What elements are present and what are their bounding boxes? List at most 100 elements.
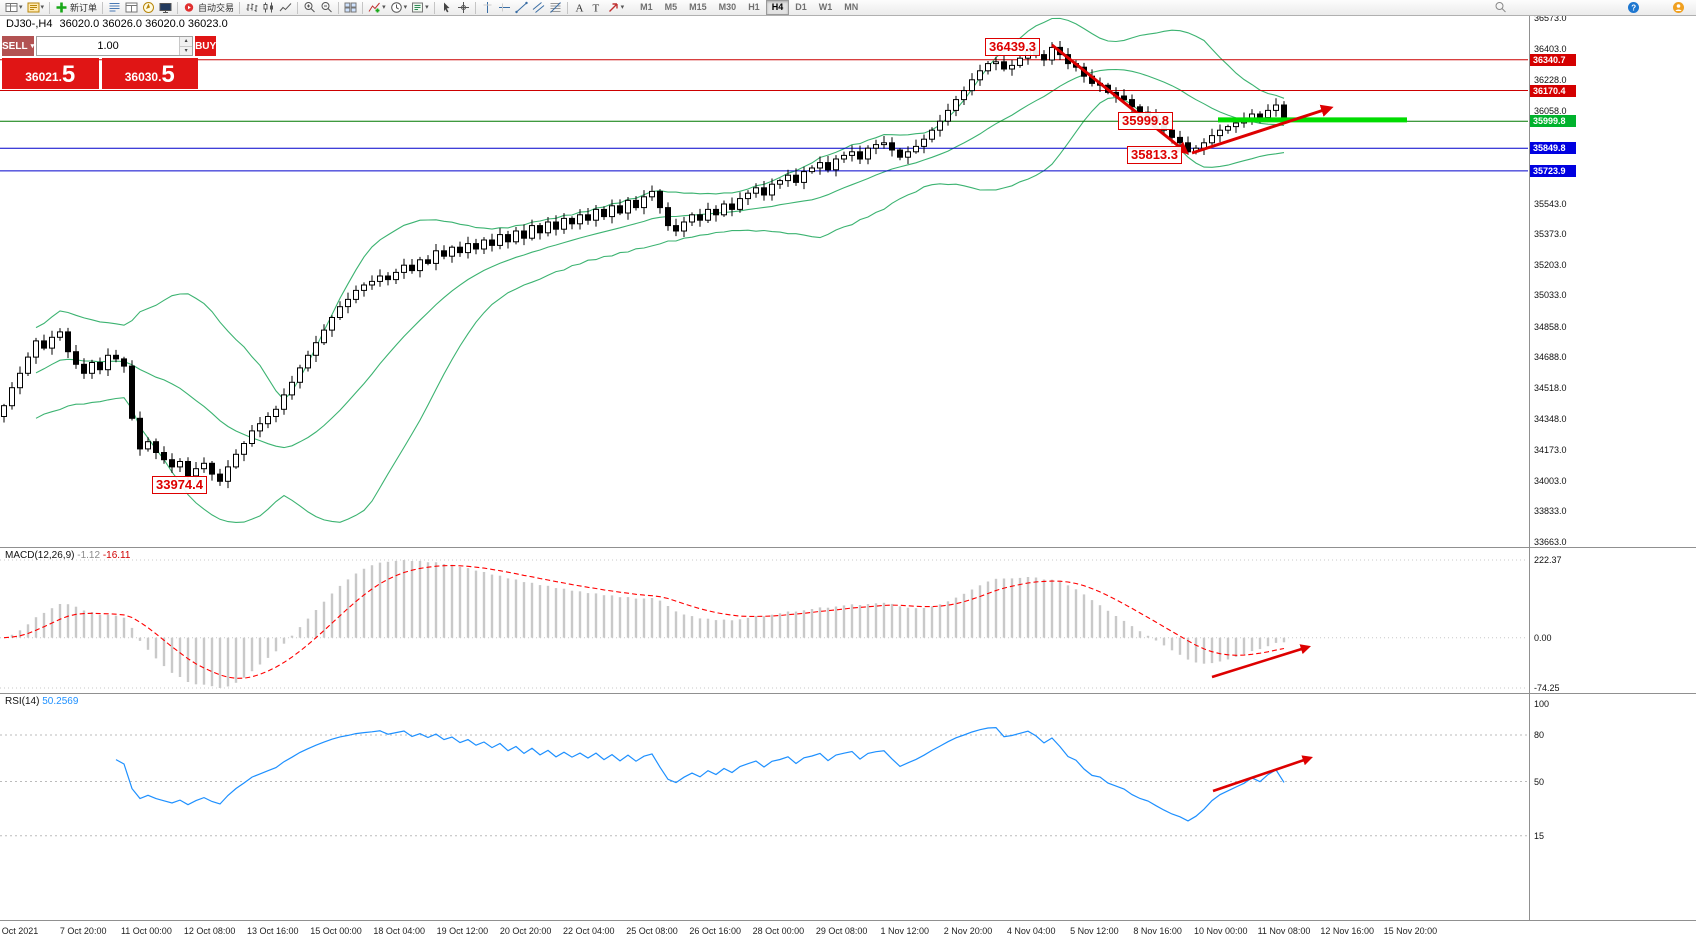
volume-box: ▴ ▾ [36, 36, 194, 56]
rsi-canvas [0, 726, 1528, 837]
timeframe-m5-button[interactable]: M5 [664, 2, 678, 12]
price-axis-label: 34688.0 [1534, 352, 1567, 363]
candlestick-chart-canvas[interactable] [0, 16, 1528, 547]
help-button[interactable]: ? [1625, 0, 1642, 15]
price-annotation[interactable]: 35813.3 [1127, 146, 1182, 164]
navigator-button[interactable] [140, 0, 157, 15]
profiles-button[interactable]: ▾ [25, 0, 47, 15]
tile-windows-icon [344, 1, 357, 14]
arrows-caret-icon: ▾ [620, 3, 625, 11]
macd-axis-label: -74.25 [1534, 683, 1560, 693]
chart-window-icon [5, 1, 18, 14]
toolbar-separator [433, 1, 435, 14]
channel-button[interactable] [530, 0, 547, 15]
horizontal-level-lines[interactable] [0, 59, 1528, 172]
time-axis-label: 4 Nov 04:00 [1006, 926, 1056, 936]
rsi-trend-arrow[interactable] [1212, 755, 1313, 793]
autotrading-icon [183, 1, 196, 14]
volume-input[interactable] [37, 37, 180, 55]
candle-chart-button[interactable] [260, 0, 277, 15]
tile-windows-button[interactable] [342, 0, 359, 15]
new-order-label: 新订单 [70, 3, 98, 13]
trend-arrows[interactable] [1051, 43, 1334, 155]
zoom-in-button[interactable] [301, 0, 318, 15]
periods-button[interactable]: ▾ [388, 0, 410, 15]
price-annotation[interactable]: 36439.3 [985, 38, 1040, 56]
rsi-indicator-panel[interactable]: RSI(14) 50.2569 100 80 50 15 [0, 693, 1696, 920]
timeframe-mn-button[interactable]: MN [844, 2, 859, 12]
bar-chart-button[interactable] [243, 0, 260, 15]
macd-axis: 222.37 0.00 -74.25 [1529, 548, 1696, 693]
line-chart-icon [279, 1, 292, 14]
main-toolbar: ▾ ▾ 新订单 自动交易 ▾ ▾ ▾ A T ▾ M1 M5 M15 M30 H1 H4 D1 W1 MN? [0, 0, 1696, 16]
price-axis-label: 34173.0 [1534, 445, 1567, 456]
timeframe-m30-button[interactable]: M30 [718, 2, 737, 12]
crosshair-icon [457, 1, 470, 14]
price-chart-panel[interactable]: DJ30-,H4 36020.0 36026.0 36020.0 36023.0 … [0, 16, 1696, 547]
price-axis-label: 35373.0 [1534, 229, 1567, 240]
toolbar-separator [239, 1, 241, 14]
toolbar-right-icons: ? [1492, 0, 1693, 15]
price-annotation[interactable]: 33974.4 [152, 476, 207, 494]
market-watch-button[interactable] [106, 0, 123, 15]
volume-decrease-button[interactable]: ▾ [180, 45, 193, 55]
templates-button[interactable]: ▾ [409, 0, 431, 15]
timeframe-d1-button[interactable]: D1 [795, 2, 807, 12]
indicators-caret-icon: ▾ [382, 3, 386, 11]
data-window-button[interactable] [123, 0, 140, 15]
time-axis-label: Oct 2021 [1, 926, 39, 936]
zoom-out-button[interactable] [318, 0, 335, 15]
search-button[interactable] [1492, 0, 1509, 15]
indicators-button[interactable]: ▾ [366, 0, 388, 15]
time-axis-label: 12 Oct 08:00 [183, 926, 236, 936]
macd-indicator-panel[interactable]: MACD(12,26,9) -1.12 -16.11 222.37 0.00 -74… [0, 547, 1696, 693]
timeframe-h4-button[interactable]: H4 [765, 0, 790, 15]
time-axis-label: 11 Oct 00:00 [120, 926, 172, 936]
chevron-down-icon: ▾ [30, 43, 35, 50]
community-button[interactable] [1670, 0, 1687, 15]
timeframe-m15-button[interactable]: M15 [689, 2, 707, 12]
trendline-button[interactable] [513, 0, 530, 15]
price-axis-label: 34518.0 [1534, 383, 1567, 393]
rsi-axis-label: 15 [1534, 830, 1545, 841]
text-label-button[interactable]: T [588, 0, 605, 15]
time-axis[interactable]: Oct 2021 7 Oct 20:00 11 Oct 00:00 12 Oct 08… [0, 920, 1696, 942]
cursor-button[interactable] [438, 0, 455, 15]
text-button[interactable]: A [571, 0, 588, 15]
terminal-button[interactable] [157, 0, 174, 15]
autotrading-button[interactable]: 自动交易 [181, 0, 236, 15]
buy-button[interactable]: BUY [195, 36, 217, 56]
price-axis-label: 34858.0 [1534, 321, 1567, 332]
time-axis-label: 13 Oct 16:00 [247, 926, 299, 936]
timeframe-w1-button[interactable]: W1 [818, 2, 833, 12]
candle-chart-icon [262, 1, 275, 14]
buy-price-button[interactable]: 36030. 5 [101, 58, 198, 89]
time-axis-label: 20 Oct 20:00 [499, 926, 552, 936]
vertical-line-button[interactable] [479, 0, 496, 15]
rsi-axis: 100 80 50 15 [1529, 694, 1696, 920]
macd-trend-arrow[interactable] [1211, 644, 1311, 679]
timeframe-h1-button[interactable]: H1 [748, 2, 760, 12]
price-axis[interactable]: 36573.0 36403.0 36228.0 36058.0 35543.0 35373… [1529, 16, 1696, 547]
market-watch-icon [108, 1, 121, 14]
new-order-button[interactable]: 新订单 [53, 0, 99, 15]
crosshair-button[interactable] [455, 0, 472, 15]
price-annotation[interactable]: 35999.8 [1118, 112, 1173, 130]
sell-button[interactable]: SELL ▾ [2, 36, 35, 56]
time-axis-label: 12 Nov 16:00 [1320, 926, 1374, 936]
line-chart-button[interactable] [277, 0, 294, 15]
macd-canvas [0, 559, 1528, 689]
volume-increase-button[interactable]: ▴ [180, 37, 193, 46]
timeframe-m1-button[interactable]: M1 [640, 2, 653, 12]
fibonacci-button[interactable] [547, 0, 564, 15]
time-axis-label: 5 Nov 12:00 [1070, 926, 1119, 936]
chart-window-button[interactable]: ▾ [3, 0, 25, 15]
macd-axis-label: 0.00 [1534, 632, 1552, 643]
toolbar-separator [297, 1, 299, 14]
arrows-button[interactable]: ▾ [605, 0, 627, 15]
horizontal-line-button[interactable] [496, 0, 513, 15]
buy-price-big-digit: 5 [161, 61, 175, 88]
sell-price-button[interactable]: 36021. 5 [2, 58, 99, 89]
navigator-icon [142, 1, 155, 14]
chart-ohlc-info: DJ30-,H4 36020.0 36026.0 36020.0 36023.0 [6, 18, 235, 30]
